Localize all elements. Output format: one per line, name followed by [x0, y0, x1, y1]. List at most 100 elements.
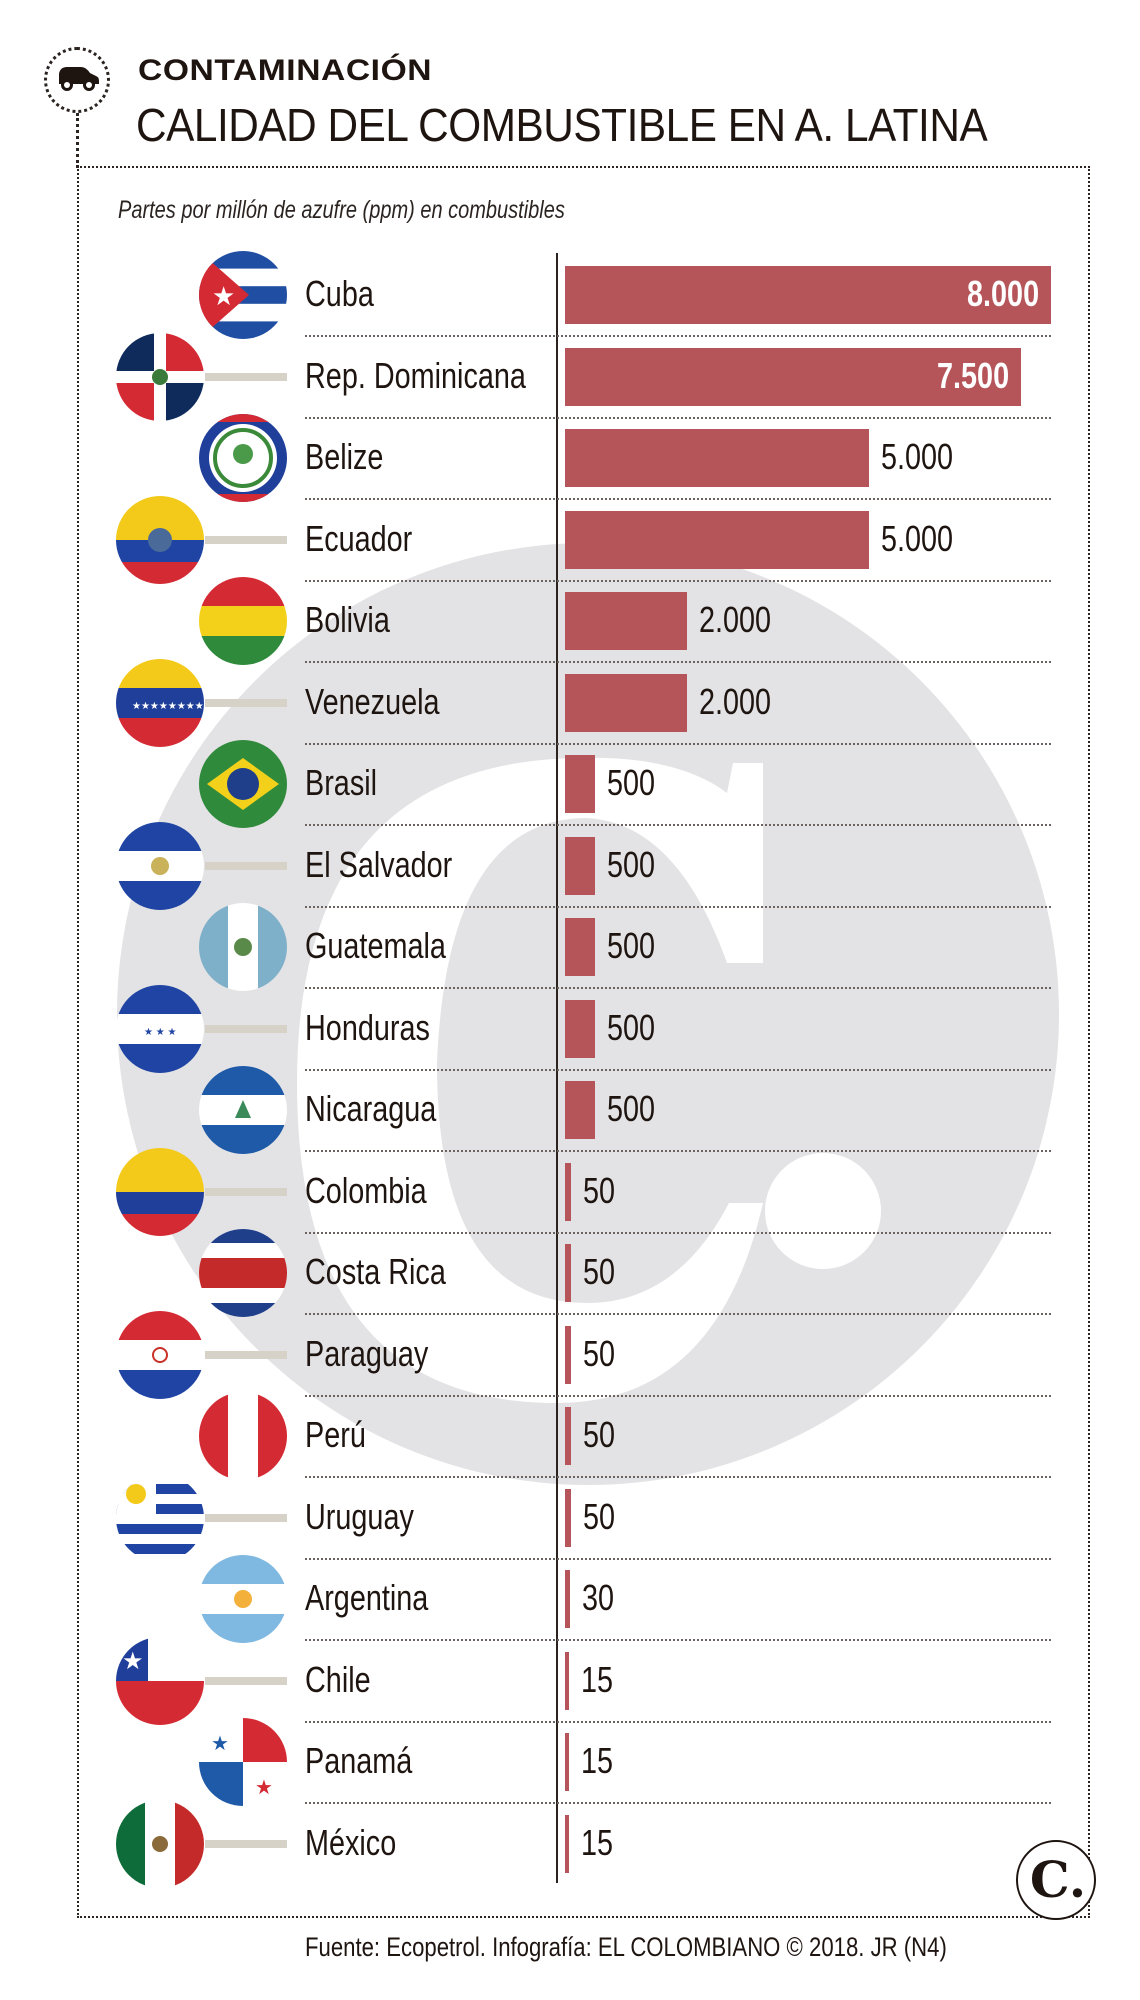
country-label: Venezuela — [305, 681, 440, 722]
country-label: Argentina — [305, 1577, 429, 1618]
row-divider — [305, 661, 1051, 663]
bar-value-label: 50 — [583, 1414, 616, 1455]
bar — [565, 918, 595, 976]
bar-row: ★ Cuba 8.000 — [0, 251, 1140, 339]
paraguay-flag-icon — [116, 1311, 204, 1399]
bar-value-label: 15 — [581, 1659, 614, 1700]
country-label: El Salvador — [305, 844, 453, 885]
bar-value-label: 5.000 — [881, 436, 954, 477]
bar-value-label: 50 — [583, 1170, 616, 1211]
bar-row: Rep. Dominicana 7.500 — [0, 333, 1140, 421]
row-divider — [305, 824, 1051, 826]
chart-axis — [556, 253, 558, 1883]
country-label: Perú — [305, 1414, 366, 1455]
country-label: Cuba — [305, 273, 374, 314]
row-divider — [305, 1476, 1051, 1478]
country-label: Panamá — [305, 1740, 413, 1781]
el-salvador-flag-icon — [116, 822, 204, 910]
dominican-republic-flag-icon — [116, 333, 204, 421]
row-divider — [305, 1313, 1051, 1315]
peru-flag-icon — [199, 1392, 287, 1480]
chart-frame — [77, 166, 1090, 1918]
bar-row: Brasil 500 — [0, 740, 1140, 828]
row-divider — [305, 1802, 1051, 1804]
bar-row: Colombia 50 — [0, 1148, 1140, 1236]
country-label: Belize — [305, 436, 384, 477]
logo-letter: C. — [1029, 1850, 1087, 1909]
page-title: CALIDAD DEL COMBUSTIBLE EN A. LATINA — [136, 99, 988, 151]
row-divider — [305, 1232, 1051, 1234]
row-divider — [305, 417, 1051, 419]
flag-connector — [205, 1840, 287, 1848]
bar-row: Guatemala 500 — [0, 903, 1140, 991]
bar-value-label: 15 — [581, 1822, 614, 1863]
bar-value-label: 30 — [582, 1577, 615, 1618]
bar-row: Argentina 30 — [0, 1555, 1140, 1643]
bar — [565, 592, 687, 650]
svg-text:★: ★ — [211, 1733, 229, 1755]
honduras-flag-icon: ★ ★ ★ — [116, 985, 204, 1073]
bar — [565, 1733, 569, 1791]
country-label: Rep. Dominicana — [305, 355, 526, 396]
bar-value-label: 500 — [607, 844, 656, 885]
bar-value-label: 2.000 — [699, 599, 772, 640]
bar — [565, 1326, 571, 1384]
row-divider — [305, 1558, 1051, 1560]
flag-connector — [205, 536, 287, 544]
bar-row: ★★★★★★★★ Venezuela 2.000 — [0, 659, 1140, 747]
bar-value-label: 8.000 — [966, 273, 1039, 314]
row-divider — [305, 1721, 1051, 1723]
bar-row: Uruguay 50 — [0, 1474, 1140, 1562]
el-colombiano-logo-icon: C. — [1016, 1840, 1096, 1920]
bar-row: Nicaragua 500 — [0, 1066, 1140, 1154]
flag-connector — [205, 1514, 287, 1522]
row-divider — [305, 743, 1051, 745]
row-divider — [305, 1069, 1051, 1071]
row-divider — [305, 987, 1051, 989]
svg-text:★ ★ ★: ★ ★ ★ — [144, 1027, 176, 1038]
bar — [565, 755, 595, 813]
country-label: Guatemala — [305, 925, 446, 966]
belize-flag-icon — [199, 414, 287, 502]
bar — [565, 1815, 569, 1873]
cuba-flag-icon: ★ — [199, 251, 287, 339]
row-divider — [305, 335, 1051, 337]
chile-flag-icon: ★ — [116, 1637, 204, 1725]
uruguay-flag-icon — [116, 1474, 204, 1562]
flag-connector — [205, 373, 287, 381]
bar-value-label: 7.500 — [936, 355, 1009, 396]
bar — [565, 674, 687, 732]
car-icon — [59, 67, 99, 91]
svg-text:★: ★ — [122, 1648, 144, 1675]
bar-value-label: 2.000 — [699, 681, 772, 722]
row-divider — [305, 906, 1051, 908]
flag-connector — [205, 1025, 287, 1033]
bar-value-label: 5.000 — [881, 518, 954, 559]
bar-value-label: 50 — [583, 1496, 616, 1537]
bar — [565, 429, 869, 487]
bar — [565, 1652, 569, 1710]
flag-connector — [205, 1188, 287, 1196]
country-label: Honduras — [305, 1007, 430, 1048]
country-label: México — [305, 1822, 397, 1863]
bar-value-label: 500 — [607, 925, 656, 966]
country-label: Uruguay — [305, 1496, 414, 1537]
section-kicker: CONTAMINACIÓN — [138, 54, 433, 87]
bar — [565, 1570, 570, 1628]
ecuador-flag-icon — [116, 496, 204, 584]
nicaragua-flag-icon — [199, 1066, 287, 1154]
row-divider — [305, 1395, 1051, 1397]
bar-value-label: 50 — [583, 1251, 616, 1292]
colombia-flag-icon — [116, 1148, 204, 1236]
flag-connector — [205, 862, 287, 870]
bar-row: Perú 50 — [0, 1392, 1140, 1480]
row-divider — [305, 498, 1051, 500]
flag-connector — [205, 1677, 287, 1685]
row-divider — [305, 1150, 1051, 1152]
row-divider — [305, 1639, 1051, 1641]
bar-row: México 15 — [0, 1800, 1140, 1888]
country-label: Chile — [305, 1659, 371, 1700]
bar-row: Bolivia 2.000 — [0, 577, 1140, 665]
connector-line — [76, 113, 79, 168]
costa-rica-flag-icon — [199, 1229, 287, 1317]
